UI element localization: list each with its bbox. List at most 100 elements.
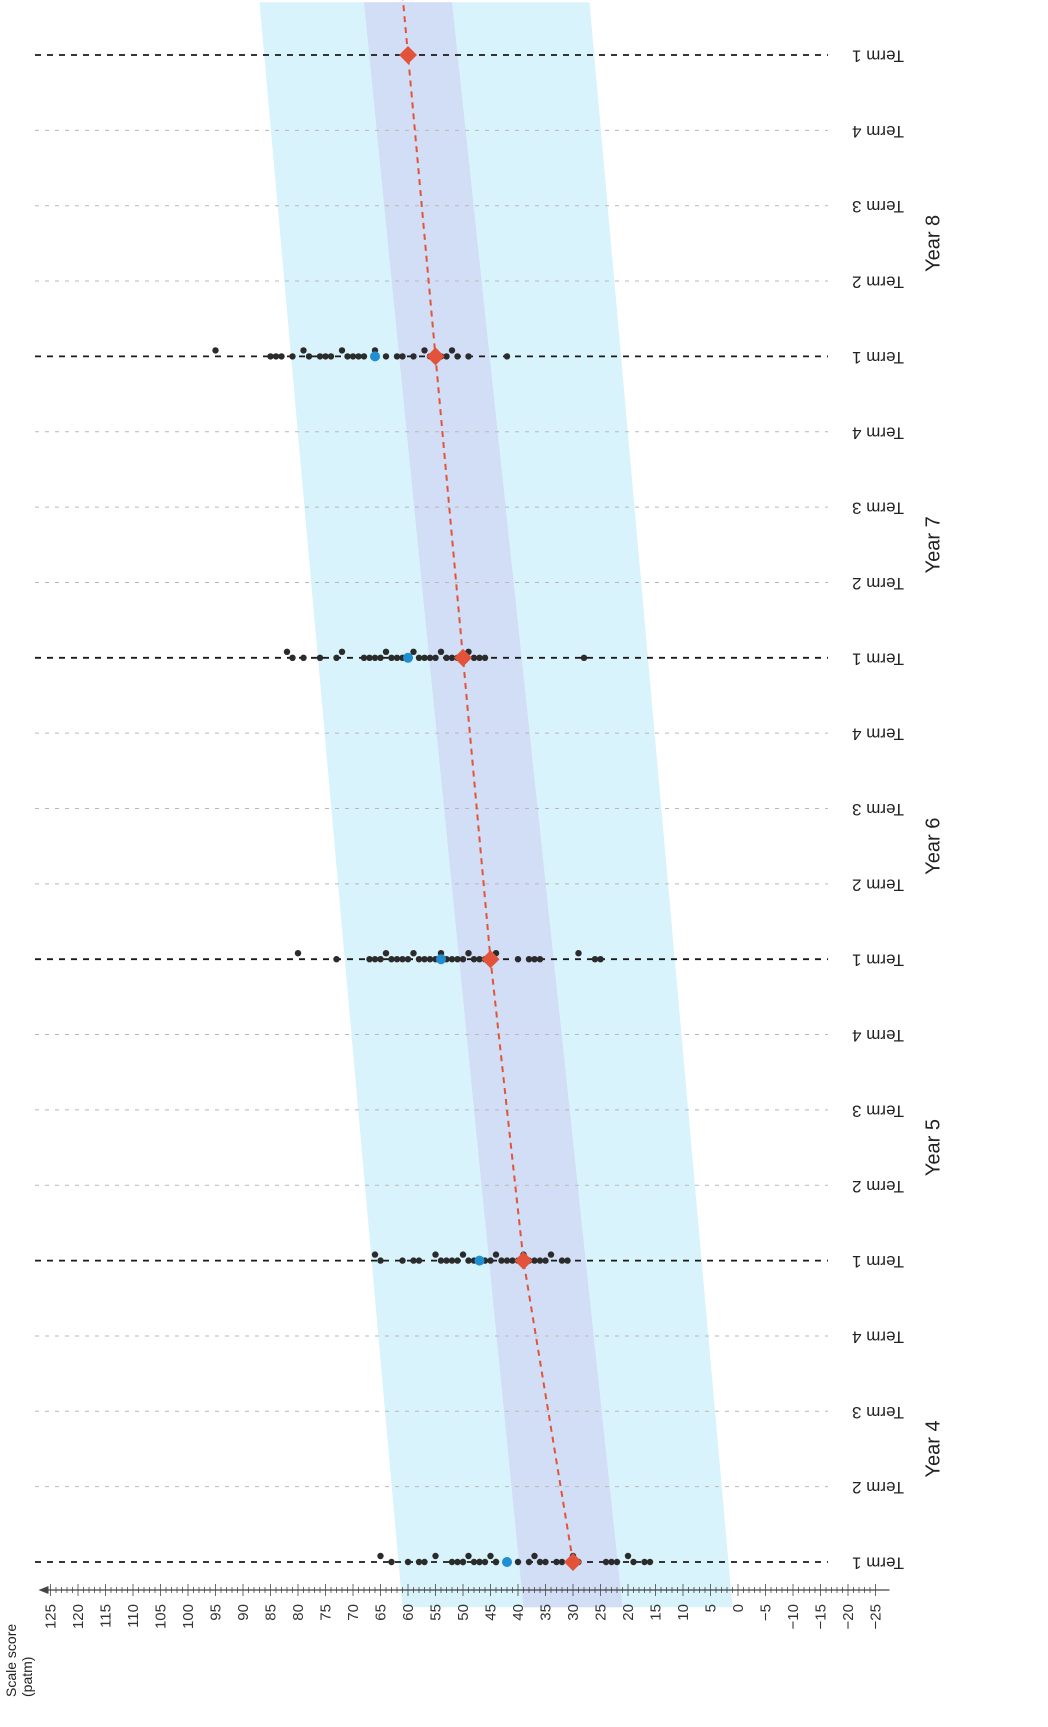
score-tick-label: 65 [373,1604,390,1621]
score-tick-label: 10 [675,1604,692,1621]
cohort-dot [613,1558,621,1566]
cohort-dot [294,950,302,957]
cohort-dot [344,353,351,360]
cohort-dot [360,654,368,661]
cohort-dot [514,956,522,963]
score-tick-label: 120 [70,1604,87,1629]
term-label: Term 4 [852,725,904,744]
axis-title-line-2: (patm) [19,1657,35,1697]
term-label: Term 2 [852,1177,904,1196]
term-label: Term 2 [852,1478,904,1497]
score-tick-label: 80 [290,1604,307,1621]
cohort-dot [272,353,280,360]
inner-band [364,2,623,1608]
cohort-dot [355,353,362,360]
cohort-dot [415,1558,423,1566]
cohort-dot [602,1558,610,1566]
cohort-dot [597,956,604,963]
cohort-dot [289,353,296,360]
cohort-dot [377,1257,384,1264]
cohort-dot [366,956,373,963]
year-label: Year 6 [922,818,944,875]
cohort-dot [404,956,412,963]
cohort-dot [448,1257,456,1264]
cohort-dot [415,1257,423,1264]
score-tick-label: 90 [235,1604,252,1621]
score-tick-label: −10 [785,1604,802,1629]
cohort-dot [371,956,379,963]
score-tick-label: 20 [620,1604,637,1621]
cohort-dot [525,1558,533,1566]
score-tick-label: −5 [758,1604,775,1621]
cohort-dot [531,1552,538,1560]
cohort-dot [542,1558,549,1566]
term-label: Term 1 [852,47,904,66]
score-tick-label: −15 [813,1604,830,1629]
cohort-dot [393,353,401,360]
cohort-dot [448,1558,456,1566]
cohort-dot [503,353,511,360]
axis-arrow [38,1586,49,1594]
score-tick-label: 50 [455,1604,472,1621]
cohort-dot [646,1558,654,1566]
cohort-dot [454,1257,461,1264]
cohort-dot [476,956,483,963]
cohort-dot [432,654,439,661]
cohort-dot [465,353,472,360]
cohort-dot [360,353,368,360]
score-tick-label: 105 [153,1604,170,1629]
cohort-dot [470,956,478,963]
mean-diamond [426,347,445,366]
term-label: Term 3 [852,1101,904,1120]
score-tick-label: 60 [400,1604,417,1621]
score-tick-label: 115 [98,1604,115,1628]
cohort-dot [377,654,384,661]
cohort-dot [542,1257,549,1264]
score-tick-label: 100 [180,1604,197,1629]
cohort-dot [377,1552,384,1560]
cohort-dot [300,347,307,354]
term-label: Term 3 [852,197,904,216]
term-label: Term 1 [852,1554,904,1573]
term-label: Term 4 [852,122,904,141]
cohort-dot [454,353,461,360]
cohort-dot [459,1251,467,1258]
cohort-dot [399,956,406,963]
cohort-dot [465,950,472,957]
cohort-dot [283,648,291,655]
cohort-dot [498,1257,505,1264]
cohort-dot [465,1552,472,1560]
cohort-dot [410,950,417,957]
time-labels: Term 1 Term 2 Term 3 Term 4 Term 1 Term 2 Term… [852,47,944,1573]
mean-diamond [481,950,500,969]
cohort-dot [553,1558,560,1566]
cohort-dot [300,654,307,661]
cohort-dot [443,1257,450,1264]
term-label: Term 2 [852,273,904,292]
cohort-dot [421,347,428,354]
cohort-dot [536,1558,544,1566]
cohort-dot [437,1257,445,1264]
cohort-dot [558,1558,566,1566]
student-point [436,954,446,965]
score-tick-label: 0 [730,1604,747,1612]
cohort-dot [421,956,428,963]
cohort-dot [525,956,533,963]
cohort-dot [382,950,390,957]
cohort-dot [443,654,450,661]
term-label: Term 2 [852,875,904,894]
cohort-dot [316,654,324,661]
cohort-dot [492,1558,500,1566]
cohort-dot [476,654,483,661]
term-label: Term 1 [852,649,904,668]
term-label: Term 4 [852,1026,904,1045]
score-tick-label: 75 [318,1604,335,1621]
score-tick-label: 70 [345,1604,362,1621]
cohort-dot [399,353,406,360]
cohort-dot [371,1251,379,1258]
year-label: Year 7 [922,516,944,573]
cohort-dot [432,1251,439,1258]
score-tick-label: 125 [43,1604,60,1629]
cohort-dot [316,353,324,360]
